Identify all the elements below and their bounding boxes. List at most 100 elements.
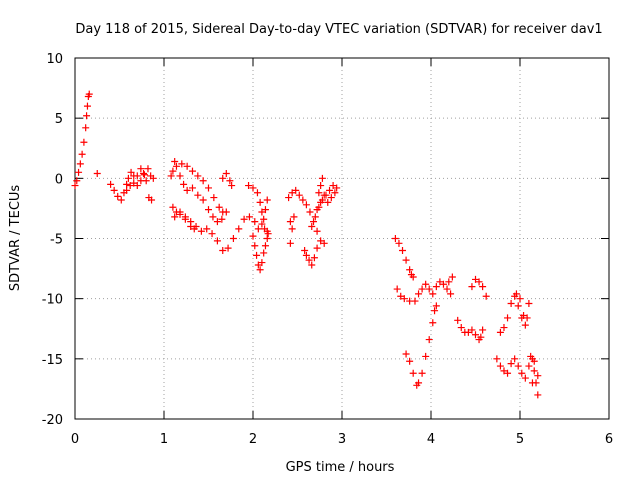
data-point: [171, 213, 179, 221]
data-point: [261, 242, 269, 250]
data-point: [432, 302, 440, 310]
data-point: [176, 208, 184, 216]
data-point: [329, 182, 337, 190]
data-point: [409, 273, 417, 281]
data-point: [464, 328, 472, 336]
data-point: [251, 218, 259, 226]
data-point: [288, 225, 296, 233]
data-point: [258, 208, 266, 216]
data-point: [194, 191, 202, 199]
data-point: [78, 150, 86, 158]
data-point: [176, 172, 184, 180]
data-point: [527, 352, 535, 360]
data-point: [313, 206, 321, 214]
data-point: [110, 186, 118, 194]
data-point: [178, 160, 186, 168]
data-point: [308, 222, 316, 230]
data-point: [213, 237, 221, 245]
data-point: [439, 280, 447, 288]
data-point: [402, 350, 410, 358]
data-point: [425, 285, 433, 293]
y-tick-label: -20: [42, 413, 63, 428]
data-point: [406, 266, 414, 274]
x-tick-label: 3: [338, 432, 346, 447]
data-point: [516, 295, 524, 303]
data-point: [205, 184, 212, 192]
y-axis-tick-labels: -20 -15 -10 -5 0 5 10: [42, 52, 63, 428]
data-point: [327, 194, 335, 202]
data-point: [183, 186, 191, 194]
data-point: [203, 225, 211, 233]
y-axis-label: SDTVAR / TECUs: [8, 185, 23, 292]
data-point: [479, 326, 487, 334]
data-point: [432, 283, 440, 291]
x-tick-label: 6: [605, 432, 613, 447]
data-point: [311, 213, 319, 221]
data-point: [199, 177, 207, 185]
data-point: [454, 316, 462, 324]
data-point: [254, 225, 262, 233]
x-tick-label: 1: [160, 432, 168, 447]
data-point: [320, 239, 328, 247]
data-point: [320, 191, 328, 199]
data-point: [504, 314, 512, 322]
data-point: [219, 208, 227, 216]
data-point: [213, 218, 221, 226]
data-point: [475, 278, 483, 286]
data-point: [391, 235, 399, 242]
data-point: [205, 206, 212, 214]
data-point: [528, 379, 536, 387]
data-point: [326, 186, 334, 194]
data-point: [133, 182, 141, 190]
data-point: [292, 186, 300, 194]
data-point: [472, 331, 479, 339]
data-point: [512, 290, 520, 298]
data-point: [123, 186, 131, 194]
data-point: [83, 112, 91, 120]
data-point: [402, 256, 410, 264]
data-point: [245, 182, 253, 190]
data-point: [415, 290, 423, 298]
data-point: [468, 326, 476, 334]
data-point: [114, 192, 122, 200]
chart-title: Day 118 of 2015, Sidereal Day-to-day VTE…: [75, 22, 602, 37]
data-point: [190, 225, 198, 233]
data-point: [477, 333, 485, 341]
data-point: [288, 189, 296, 197]
data-point: [530, 357, 538, 365]
data-point: [219, 174, 227, 182]
data-point: [256, 266, 264, 274]
data-point: [226, 177, 234, 185]
data-point: [258, 220, 266, 228]
data-point: [253, 189, 261, 197]
data-point: [534, 372, 542, 380]
data-point: [188, 184, 196, 192]
data-point: [209, 213, 217, 221]
data-point: [263, 235, 271, 242]
data-point: [514, 362, 522, 370]
data-point: [411, 297, 419, 305]
data-point: [429, 319, 437, 327]
data-point: [167, 172, 175, 180]
data-point: [418, 369, 426, 377]
data-point: [310, 254, 318, 262]
data-point: [260, 249, 268, 257]
data-point: [422, 280, 430, 288]
data-point: [127, 168, 135, 176]
data-point: [228, 182, 236, 190]
axis-ticks: [74, 57, 610, 420]
data-point: [436, 278, 444, 286]
data-point: [447, 290, 455, 298]
data-point: [317, 237, 325, 245]
data-point: [144, 165, 152, 173]
data-point: [71, 182, 79, 190]
data-point: [500, 367, 508, 375]
data-point: [142, 177, 150, 185]
x-axis-label: GPS time / hours: [286, 460, 395, 475]
data-point: [208, 230, 216, 238]
data-point: [422, 352, 430, 360]
data-point: [409, 369, 417, 377]
data-point: [425, 336, 433, 344]
data-point: [496, 362, 504, 370]
